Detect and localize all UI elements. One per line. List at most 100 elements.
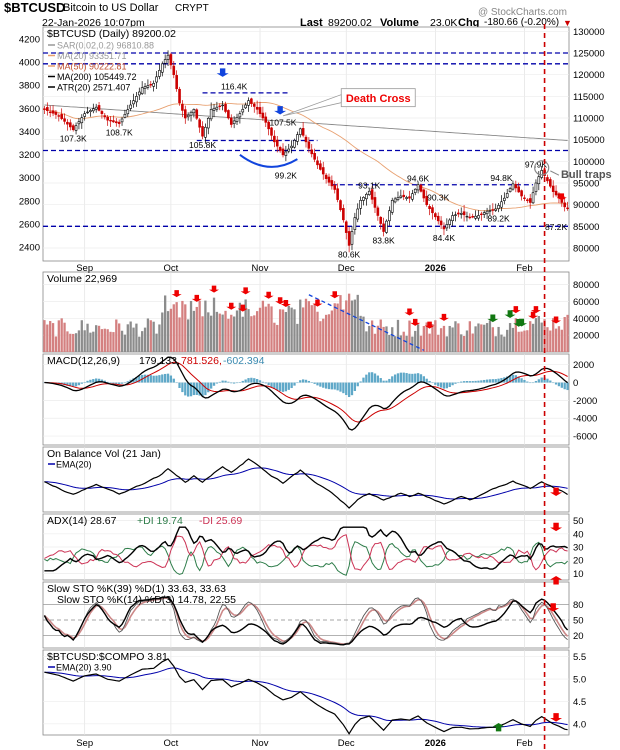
volume-bar: [83, 330, 86, 352]
candle-body: [526, 199, 529, 201]
rs-ema-legend: EMA(20) 3.90: [56, 663, 112, 673]
volume-bar: [164, 295, 167, 352]
last-value: 89200.02: [328, 17, 372, 29]
y-right-tick-label: 80000: [573, 244, 599, 255]
candle-body: [46, 107, 49, 111]
volume-bar: [46, 324, 49, 352]
price-annotation: 94.6K: [407, 174, 430, 184]
volume-bar: [451, 327, 454, 352]
macd-histogram-bar: [207, 382, 210, 393]
volume-bar: [149, 320, 152, 352]
macd-histogram-bar: [336, 382, 339, 391]
candle-body: [149, 84, 153, 86]
volume-bar: [517, 331, 520, 352]
volume-bar: [388, 334, 391, 352]
macd-histogram-bar: [241, 380, 244, 383]
macd-histogram-bar: [485, 379, 489, 383]
x-tick-label: Dec: [338, 263, 355, 274]
candle-body: [336, 188, 339, 200]
macd-histogram-bar: [523, 379, 526, 383]
volume-bar: [169, 308, 173, 352]
price-panel-title: $BTCUSD (Daily) 89200.02: [47, 28, 176, 40]
volume-red-arrow: [438, 313, 449, 321]
macd-histogram-bar: [416, 373, 420, 383]
rs-ema-line: [44, 667, 568, 728]
volume-bar: [74, 333, 78, 352]
volume-bar: [278, 309, 282, 352]
macd-histogram-bar: [63, 382, 66, 386]
candle-body: [445, 224, 449, 229]
y-left-tick-label: 3400: [19, 127, 40, 138]
candle-body: [195, 109, 199, 119]
price-blue-arrow-1: [216, 68, 229, 77]
volume-bar: [204, 300, 207, 352]
candle-body: [439, 220, 443, 226]
volume-bar: [138, 336, 141, 352]
macd-histogram-bar: [442, 382, 446, 389]
macd-histogram-group: [43, 372, 569, 398]
candle-body: [252, 103, 256, 107]
volume-bar: [552, 318, 555, 352]
volume-red-arrow: [410, 318, 421, 326]
candle-body: [48, 111, 52, 114]
volume-bar: [537, 316, 540, 352]
macd-histogram-bar: [299, 380, 302, 383]
macd-histogram-bar: [471, 381, 474, 383]
candle-body: [419, 184, 423, 192]
candle-body: [97, 105, 101, 111]
candle-body: [304, 136, 308, 143]
candle-body: [454, 214, 457, 216]
macd-histogram-bar: [235, 382, 239, 384]
candle-body: [43, 108, 46, 110]
macd-histogram-bar: [77, 382, 81, 386]
rs-red-arrow: [550, 713, 563, 722]
candle-body: [235, 116, 239, 122]
volume-bar: [376, 325, 380, 352]
macd-histogram-bar: [138, 375, 141, 383]
volume-bar: [247, 309, 250, 352]
candle-body: [89, 110, 92, 112]
price-annotation: 90.3K: [427, 193, 450, 203]
macd-histogram-bar: [255, 379, 259, 383]
volume-bar: [152, 321, 155, 352]
watermark-text: @ StockCharts.com: [478, 7, 567, 18]
candle-body: [566, 207, 569, 210]
volume-bar: [238, 302, 242, 352]
volume-bar: [60, 318, 63, 352]
macd-histogram-bar: [322, 382, 325, 388]
price-annotation: 108.7K: [106, 127, 133, 137]
macd-histogram-bar: [264, 382, 267, 384]
candle-body: [477, 215, 480, 219]
y-right-tick-label: 130000: [573, 27, 605, 38]
candle-body: [367, 190, 371, 195]
volume-bar: [192, 310, 196, 352]
sto14-k-line: [44, 597, 568, 645]
volume-trend-line: [308, 294, 425, 351]
macd-histogram-bar: [247, 378, 250, 383]
price-annotation: 94.8K: [490, 173, 513, 183]
volume-bar: [322, 318, 325, 352]
volume-bar: [347, 293, 351, 352]
obv-line: [44, 458, 568, 509]
volume-green-arrow: [487, 314, 499, 323]
candle-body: [80, 117, 84, 124]
macd-histogram-bar: [74, 382, 78, 387]
volume-bar: [198, 300, 201, 352]
volume-bar: [146, 318, 150, 352]
macd-histogram-bar: [192, 382, 196, 396]
macd-histogram-bar: [445, 382, 448, 389]
candle-body: [307, 141, 311, 149]
y-right-tick-label: 30: [573, 543, 584, 554]
volume-bar: [563, 317, 566, 352]
candle-body: [321, 167, 325, 175]
sto39-title: Slow STO %K(39) %D(1) 33.63, 33.63: [47, 583, 226, 595]
candle-body: [143, 86, 147, 89]
candle-body: [140, 87, 144, 94]
volume-bar: [333, 303, 336, 352]
candle-body: [333, 184, 337, 190]
candle-body: [261, 112, 265, 119]
volume-panel-title: Volume 22,969: [47, 273, 117, 285]
candle-body: [313, 152, 316, 160]
candle-body: [120, 118, 124, 123]
candle-body: [66, 121, 69, 125]
